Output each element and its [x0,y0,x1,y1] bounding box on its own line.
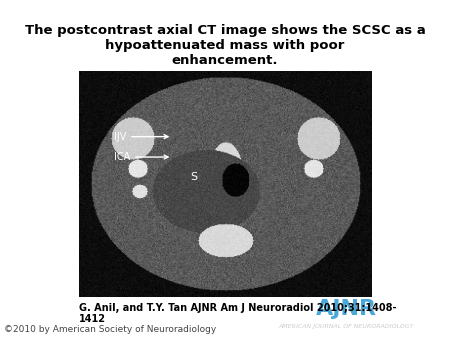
Text: S: S [190,172,197,182]
Text: ICA: ICA [114,152,168,162]
Text: AJNR: AJNR [316,299,377,319]
Text: IJV: IJV [114,132,168,142]
Text: G. Anil, and T.Y. Tan AJNR Am J Neuroradiol 2010;31:1408-
1412: G. Anil, and T.Y. Tan AJNR Am J Neurorad… [79,303,396,324]
Text: The postcontrast axial CT image shows the SCSC as a hypoattenuated mass with poo: The postcontrast axial CT image shows th… [25,24,425,67]
Text: AMERICAN JOURNAL OF NEURORADIOLOGY: AMERICAN JOURNAL OF NEURORADIOLOGY [279,324,414,329]
Text: ©2010 by American Society of Neuroradiology: ©2010 by American Society of Neuroradiol… [4,325,217,334]
